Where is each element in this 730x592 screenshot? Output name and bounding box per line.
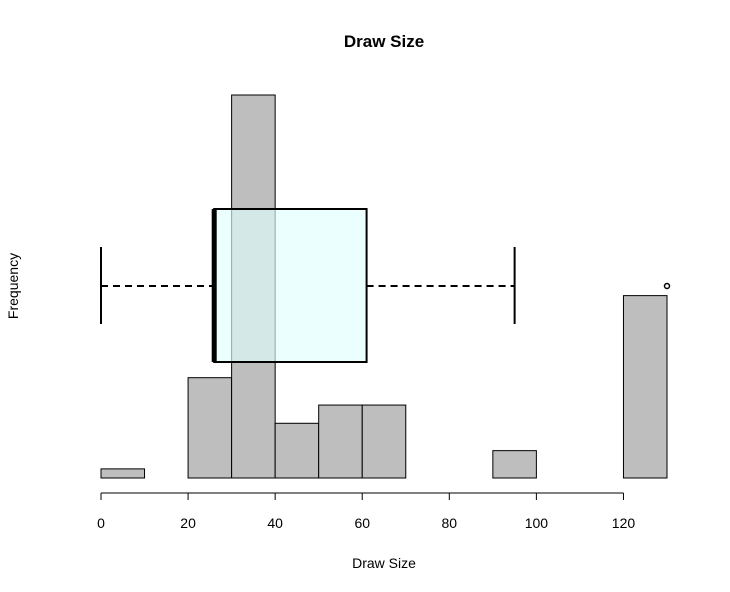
x-tick-label: 100 bbox=[525, 515, 549, 531]
x-tick-label: 40 bbox=[267, 515, 283, 531]
histogram-bar-120-130 bbox=[622, 295, 668, 479]
histogram-bar-90-100 bbox=[492, 450, 537, 479]
y-axis-label: Frequency bbox=[5, 253, 21, 319]
x-tick-label: 120 bbox=[612, 515, 636, 531]
boxplot bbox=[100, 208, 671, 363]
histogram-bar-0-10 bbox=[100, 468, 146, 479]
outlier-point bbox=[663, 282, 671, 290]
histogram-bar-50-60 bbox=[318, 404, 363, 479]
x-axis: 0 20 40 60 80 100 120 bbox=[97, 492, 636, 531]
x-tick-label: 20 bbox=[180, 515, 196, 531]
x-axis-label: Draw Size bbox=[352, 555, 416, 571]
histogram-bar-60-70 bbox=[361, 404, 407, 479]
iqr-box bbox=[213, 208, 368, 363]
x-tick-label: 80 bbox=[442, 515, 458, 531]
histogram-bar-20-30 bbox=[187, 377, 233, 479]
x-tick-label: 0 bbox=[97, 515, 105, 531]
chart-title: Draw Size bbox=[344, 32, 424, 51]
histogram-bar-40-50 bbox=[274, 422, 320, 479]
x-tick-label: 60 bbox=[354, 515, 370, 531]
